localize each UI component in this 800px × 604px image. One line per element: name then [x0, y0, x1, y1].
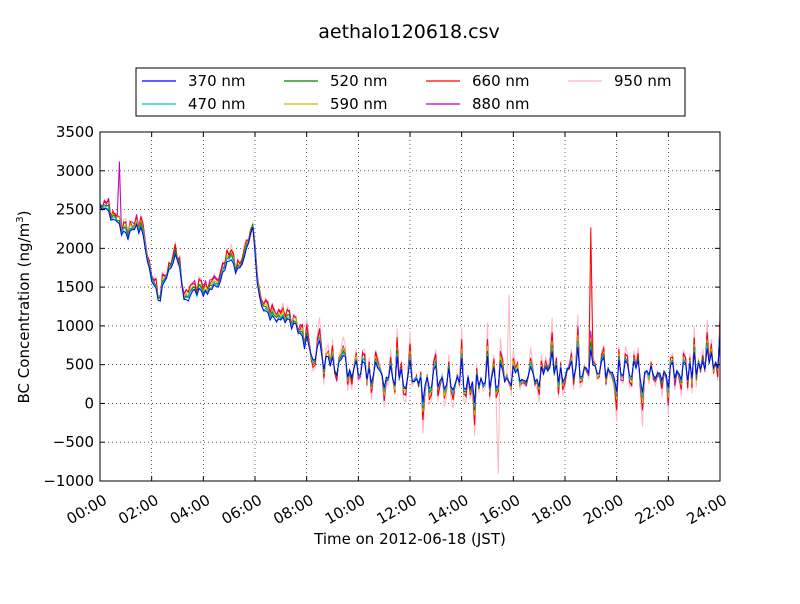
- y-tick-label: 3500: [56, 123, 94, 141]
- legend-item: 470 nm: [142, 95, 246, 113]
- plot-area: [100, 132, 720, 481]
- legend: 370 nm 470 nm 520 nm 590 nm 660 nm 880 nm 950 …: [135, 67, 686, 117]
- x-tick-label: 10:00: [322, 491, 368, 528]
- y-tick-label: 2500: [56, 201, 94, 219]
- x-tick-label: 20:00: [580, 491, 626, 528]
- x-tick-label: 24:00: [684, 491, 730, 528]
- legend-item: 950 nm: [568, 72, 672, 90]
- legend-label: 520 nm: [330, 72, 388, 90]
- y-axis: −1000 −500 0 500 1000 1500 2000 2500 3000 3500: [43, 123, 720, 490]
- x-tick-label: 02:00: [115, 491, 161, 528]
- legend-label: 880 nm: [472, 95, 530, 113]
- y-tick-label: 0: [84, 394, 94, 412]
- y-tick-label: 1000: [56, 317, 94, 335]
- legend-label: 470 nm: [188, 95, 246, 113]
- x-tick-label: 18:00: [529, 491, 575, 528]
- legend-label: 950 nm: [614, 72, 672, 90]
- legend-item: 370 nm: [142, 72, 246, 90]
- series-lines: [99, 161, 721, 475]
- series-line-590: [99, 204, 721, 416]
- chart-title: aethalo120618.csv: [318, 21, 500, 43]
- y-tick-label: 3000: [56, 162, 94, 180]
- y-axis-label-sup: 3: [15, 216, 26, 222]
- x-tick-label: 08:00: [270, 491, 316, 528]
- legend-label: 590 nm: [330, 95, 388, 113]
- legend-item: 660 nm: [426, 72, 530, 90]
- y-tick-label: −1000: [43, 472, 94, 490]
- series-line-660: [99, 199, 721, 425]
- y-axis-label: BC Concentration (ng/m3): [15, 211, 33, 404]
- y-tick-label: 2000: [56, 239, 94, 257]
- x-tick-label: 12:00: [374, 491, 420, 528]
- legend-frame: [135, 67, 686, 117]
- x-tick-label: 22:00: [632, 491, 678, 528]
- y-tick-label: 1500: [56, 278, 94, 296]
- x-axis-label: Time on 2012-06-18 (JST): [313, 530, 506, 548]
- legend-item: 880 nm: [426, 95, 530, 113]
- series-line-370: [99, 205, 721, 404]
- x-tick-label: 14:00: [425, 491, 471, 528]
- y-axis-label-main: BC Concentration (ng/m: [15, 223, 33, 404]
- x-tick-label: 06:00: [219, 491, 265, 528]
- x-tick-label: 16:00: [477, 491, 523, 528]
- x-tick-label: 00:00: [64, 491, 110, 528]
- legend-item: 520 nm: [284, 72, 388, 90]
- y-tick-label: −500: [53, 433, 94, 451]
- legend-label: 370 nm: [188, 72, 246, 90]
- y-tick-label: 500: [65, 356, 94, 374]
- series-line-520: [99, 204, 721, 411]
- legend-label: 660 nm: [472, 72, 530, 90]
- x-tick-label: 04:00: [167, 491, 213, 528]
- legend-item: 590 nm: [284, 95, 388, 113]
- y-axis-label-tail: ): [15, 211, 33, 217]
